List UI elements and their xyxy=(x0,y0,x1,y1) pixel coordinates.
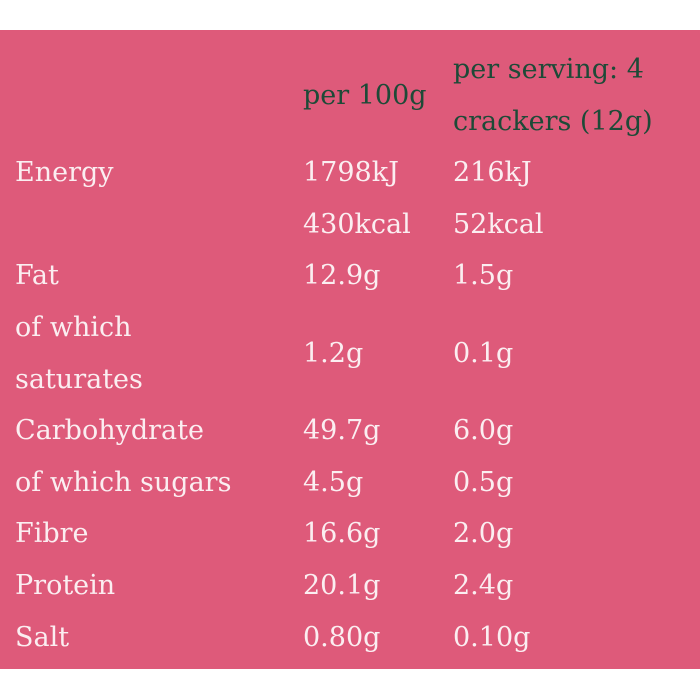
row-perserving: 2.0g xyxy=(453,518,514,550)
row-perserving: 0.10g xyxy=(453,621,531,653)
row-per100: 0.80g xyxy=(303,621,381,653)
table-row: of which saturates 1.2g 0.1g xyxy=(15,302,693,405)
row-label: Salt xyxy=(15,621,70,653)
row-perserving: 2.4g xyxy=(453,569,514,601)
row-per100: 12.9g xyxy=(303,260,381,292)
header-per-serving: per serving: 4 crackers (12g) xyxy=(453,44,693,147)
row-perserving: 216kJ 52kcal xyxy=(453,147,693,250)
row-perserving: 6.0g xyxy=(453,415,514,447)
row-per100: 4.5g xyxy=(303,466,364,498)
row-label: of which sugars xyxy=(15,466,232,498)
header-row: per 100g per serving: 4 crackers (12g) xyxy=(15,44,693,147)
table-row: Fat 12.9g 1.5g xyxy=(15,250,693,302)
row-per100: 49.7g xyxy=(303,415,381,447)
row-label: of which saturates xyxy=(15,302,303,405)
row-label: Carbohydrate xyxy=(15,415,204,447)
header-per-100g: per 100g xyxy=(303,79,427,111)
header-blank xyxy=(15,44,303,147)
value: 52kcal xyxy=(453,208,544,240)
row-perserving: 0.5g xyxy=(453,466,514,498)
label-line: saturates xyxy=(15,363,143,395)
row-per100: 1.2g xyxy=(303,337,364,369)
table-row: of which sugars 4.5g 0.5g xyxy=(15,457,693,509)
header-per-serving-line2: crackers (12g) xyxy=(453,105,653,137)
row-perserving: 1.5g xyxy=(453,260,514,292)
table-row: Energy 1798kJ 430kcal 216kJ 52kcal xyxy=(15,147,693,250)
table-row: Protein 20.1g 2.4g xyxy=(15,560,693,612)
row-label: Fibre xyxy=(15,518,89,550)
nutrition-panel xyxy=(0,30,700,669)
value: 430kcal xyxy=(303,208,411,240)
row-per100: 16.6g xyxy=(303,518,381,550)
header-per-serving-line1: per serving: 4 xyxy=(453,54,644,85)
row-label: Fat xyxy=(15,260,59,292)
label-energy: Energy xyxy=(15,157,114,189)
row-per100: 1798kJ 430kcal xyxy=(303,147,453,250)
value: 1798kJ xyxy=(303,157,399,189)
table-row: Salt 0.80g 0.10g xyxy=(15,612,693,664)
value: 216kJ xyxy=(453,157,532,189)
row-perserving: 0.1g xyxy=(453,337,514,369)
nutrition-table: per 100g per serving: 4 crackers (12g) En… xyxy=(15,44,693,663)
row-per100: 20.1g xyxy=(303,569,381,601)
table-row: Fibre 16.6g 2.0g xyxy=(15,508,693,560)
label-line: of which xyxy=(15,311,132,343)
table-row: Carbohydrate 49.7g 6.0g xyxy=(15,405,693,457)
row-label: Energy xyxy=(15,147,303,250)
row-label: Protein xyxy=(15,569,116,601)
